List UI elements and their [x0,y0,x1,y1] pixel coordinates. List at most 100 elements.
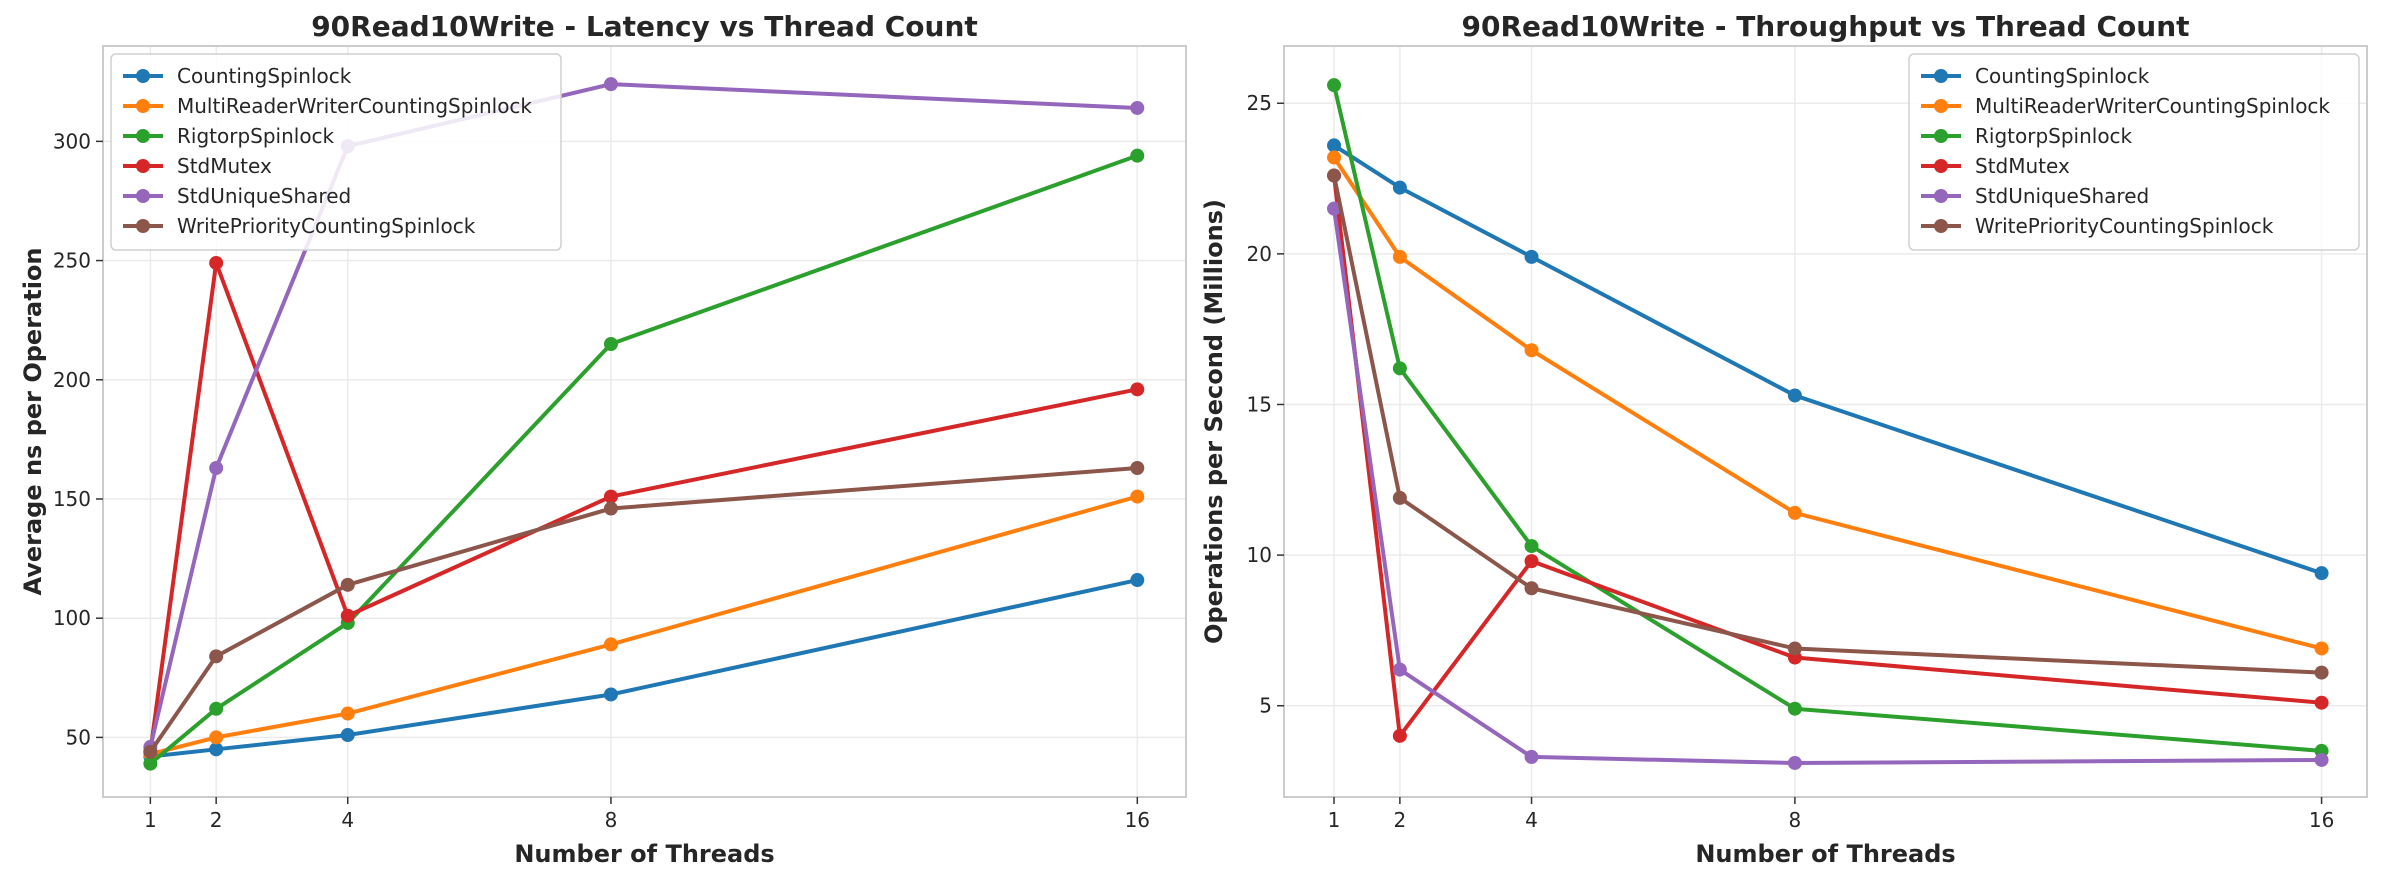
data-point [1327,201,1342,216]
legend-box [110,53,562,251]
data-point [1392,180,1407,195]
legend-marker [1934,99,1948,113]
legend-marker [1934,189,1948,203]
x-axis-label: Number of Threads [514,840,774,868]
data-point [1787,388,1802,403]
legend-marker [136,189,150,203]
x-tick-label: 2 [1394,808,1407,832]
x-axis-label: Number of Threads [1695,840,1955,868]
data-point [340,706,355,721]
data-point [1787,701,1802,716]
series-WritePriorityCountingSpinlock [1327,168,2329,680]
data-point [603,501,618,516]
y-tick-label: 200 [53,368,91,392]
data-point [2314,695,2329,710]
data-point [1787,505,1802,520]
data-point [209,255,224,270]
legend-item: RigtorpSpinlock [1921,124,2133,148]
data-point [1392,361,1407,376]
legend-label: WritePriorityCountingSpinlock [1975,214,2274,238]
legend-marker [1934,159,1948,173]
data-point [209,649,224,664]
legend-item: StdMutex [1921,154,2070,178]
data-point [1130,148,1145,163]
data-point [209,460,224,475]
data-point [209,730,224,745]
legend-marker [136,69,150,83]
data-point [1130,382,1145,397]
legend-label: RigtorpSpinlock [1975,124,2133,148]
legend-item: WritePriorityCountingSpinlock [123,214,476,238]
x-tick-label: 16 [1125,808,1150,832]
data-point [1524,581,1539,596]
y-tick-label: 25 [1247,91,1272,115]
y-tick-label: 250 [53,249,91,273]
legend: CountingSpinlock MultiReaderWriterCountin… [1908,53,2360,251]
x-tick-label: 16 [2309,808,2334,832]
data-point [340,577,355,592]
data-point [1130,489,1145,504]
data-point [1787,641,1802,656]
x-tick-label: 1 [144,808,157,832]
legend-label: RigtorpSpinlock [177,124,335,148]
legend-label: StdMutex [1975,154,2070,178]
series-CountingSpinlock [143,573,1145,764]
y-tick-label: 5 [1259,694,1272,718]
data-point [1524,539,1539,554]
data-point [2314,752,2329,767]
data-point [1392,249,1407,264]
data-point [1524,343,1539,358]
chart-latency: 1 2 4 8 16 50 100 150 200 250 300 90Read10Write - L… [19,10,1187,868]
plot-frame [102,45,1187,798]
data-point [603,637,618,652]
series-StdUniqueShared [1327,201,2329,770]
x-tick-label: 4 [1525,808,1538,832]
legend-item: StdMutex [123,154,272,178]
legend-marker [1934,219,1948,233]
legend-item: CountingSpinlock [123,64,352,88]
series-MultiReaderWriterCountingSpinlock [1327,150,2329,656]
data-point [143,744,158,759]
x-tick-label: 8 [1789,808,1802,832]
x-tick-label: 8 [605,808,618,832]
y-tick-label: 10 [1247,543,1272,567]
y-tick-label: 50 [66,725,91,749]
chart-throughput: 1 2 4 8 16 5 10 15 20 25 90Read10Write - Throughpu… [1200,10,2368,868]
series-StdMutex [1327,168,2329,743]
series-line [1332,208,2322,765]
data-point [1327,168,1342,183]
data-point [1130,100,1145,115]
series-line [150,578,1138,759]
series-RigtorpSpinlock [1327,78,2329,758]
data-point [603,77,618,92]
data-point [1130,573,1145,588]
legend-item: StdUniqueShared [123,184,351,208]
series-line [148,465,1138,753]
legend-marker [136,159,150,173]
series-MultiReaderWriterCountingSpinlock [143,489,1145,762]
chart-title: 90Read10Write - Throughput vs Thread Cou… [1461,10,2189,43]
data-point [2314,641,2329,656]
data-point [1524,749,1539,764]
y-axis-label: Average ns per Operation [19,247,47,595]
data-point [1524,249,1539,264]
data-point [209,701,224,716]
x-tick-label: 1 [1328,808,1341,832]
data-point [1327,138,1342,153]
data-point [1392,728,1407,743]
legend-marker [136,129,150,143]
series-RigtorpSpinlock [143,148,1145,771]
x-tick-label: 4 [341,808,354,832]
series-WritePriorityCountingSpinlock [143,460,1145,759]
legend-item: MultiReaderWriterCountingSpinlock [1921,94,2330,118]
legend-marker [136,99,150,113]
data-point [603,687,618,702]
legend-marker [1934,129,1948,143]
legend-label: MultiReaderWriterCountingSpinlock [177,94,532,118]
data-point [1130,460,1145,475]
data-point [603,337,618,352]
legend-label: CountingSpinlock [1975,64,2150,88]
legend-item: CountingSpinlock [1921,64,2150,88]
legend-item: RigtorpSpinlock [123,124,335,148]
